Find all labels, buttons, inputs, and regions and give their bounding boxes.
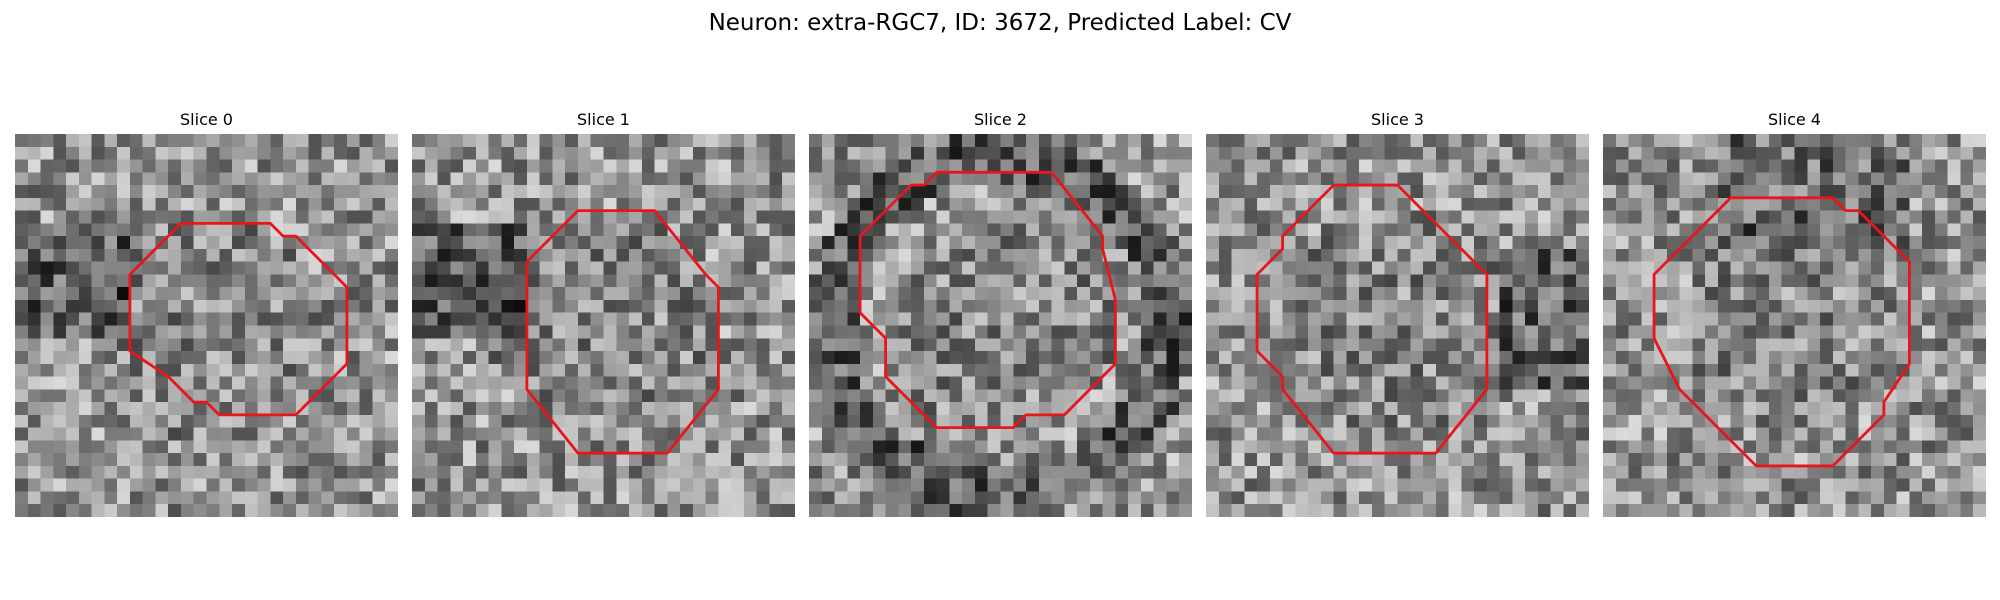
slice-title: Slice 3: [1371, 110, 1424, 129]
slice-title: Slice 0: [180, 110, 233, 129]
neuron-contour: [525, 209, 720, 455]
slice-image: [1603, 134, 1986, 517]
slice-panel-0: Slice 0: [15, 108, 398, 517]
slice-image: [809, 134, 1192, 517]
slice-title: Slice 2: [974, 110, 1027, 129]
slice-panel-2: Slice 2: [809, 108, 1192, 517]
neuron-contour: [1255, 183, 1489, 455]
slice-title: Slice 4: [1768, 110, 1821, 129]
slice-panel-1: Slice 1: [412, 108, 795, 517]
slice-image: [1206, 134, 1589, 517]
slice-panel-3: Slice 3: [1206, 108, 1589, 517]
slice-title: Slice 1: [577, 110, 630, 129]
slice-panel-4: Slice 4: [1603, 108, 1986, 517]
neuron-contour: [128, 221, 349, 417]
slice-image: [412, 134, 795, 517]
figure-title: Neuron: extra-RGC7, ID: 3672, Predicted …: [708, 10, 1292, 36]
slice-image: [15, 134, 398, 517]
neuron-contour: [858, 170, 1117, 430]
neuron-contour: [1652, 196, 1911, 468]
